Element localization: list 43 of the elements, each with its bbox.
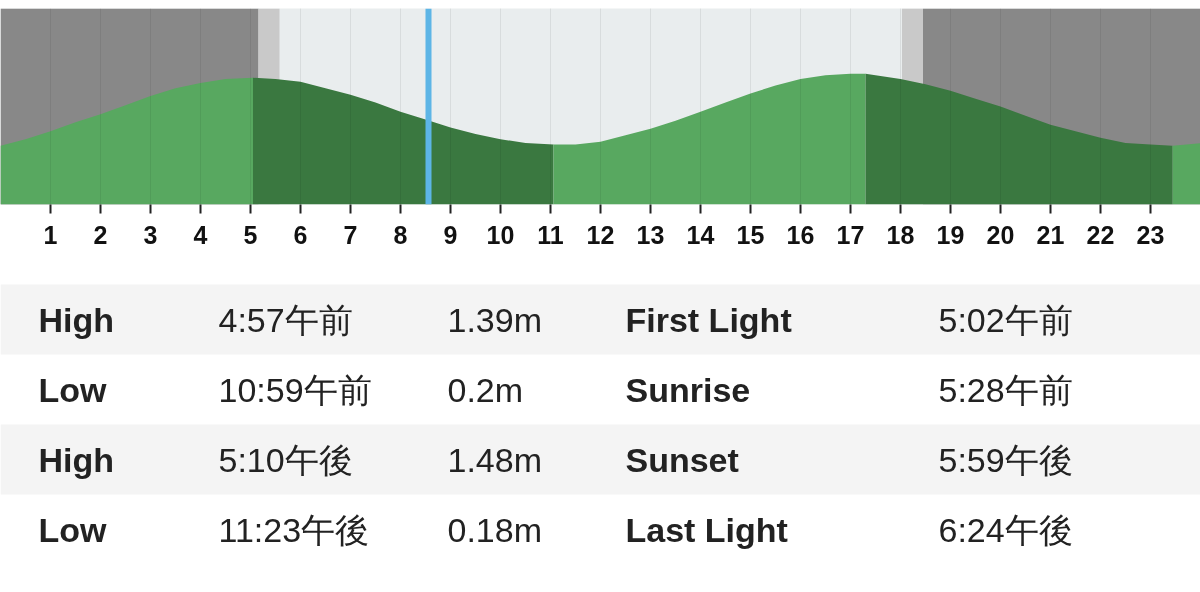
x-tick-label: 12 — [586, 220, 615, 249]
x-tick-label: 16 — [786, 220, 815, 249]
x-tick-label: 1 — [43, 220, 58, 249]
text: 6:24午後 — [938, 510, 1073, 549]
x-tick-label: 19 — [936, 220, 965, 249]
text: 0.2m — [447, 370, 524, 409]
text: 5:10午後 — [218, 440, 353, 479]
x-tick-label: 14 — [686, 220, 715, 249]
x-tick-label: 23 — [1136, 220, 1165, 249]
x-tick-label: 11 — [537, 220, 564, 249]
text: High — [38, 300, 115, 339]
x-tick-label: 15 — [736, 220, 765, 249]
text: 5:28午前 — [938, 370, 1073, 409]
x-tick-label: 2 — [93, 220, 108, 249]
text: 5:02午前 — [938, 300, 1073, 339]
text: First Light — [625, 300, 792, 339]
text: 1.39m — [447, 300, 542, 339]
x-tick-label: 22 — [1086, 220, 1115, 249]
text: 4:57午前 — [218, 300, 353, 339]
x-tick-label: 8 — [393, 220, 408, 249]
text: Sunset — [625, 440, 739, 479]
text: 1.48m — [447, 440, 542, 479]
text: 11:23午後 — [218, 510, 370, 549]
x-tick-label: 7 — [343, 220, 358, 249]
text: High — [38, 440, 115, 479]
x-tick-label: 20 — [986, 220, 1015, 249]
x-tick-label: 18 — [886, 220, 915, 249]
x-tick-label: 21 — [1036, 220, 1065, 249]
text: 5:59午後 — [938, 440, 1073, 479]
x-tick-label: 4 — [193, 220, 208, 249]
text: Low — [38, 510, 108, 549]
x-tick-label: 17 — [836, 220, 865, 249]
text: Low — [38, 370, 108, 409]
x-tick-label: 13 — [636, 220, 665, 249]
text: Last Light — [625, 510, 788, 549]
text: 10:59午前 — [218, 370, 372, 409]
x-tick-label: 5 — [243, 220, 258, 249]
x-tick-label: 10 — [486, 220, 515, 249]
x-tick-label: 9 — [443, 220, 458, 249]
text: Sunrise — [625, 370, 751, 409]
x-tick-label: 3 — [143, 220, 158, 249]
text: 0.18m — [447, 510, 542, 549]
x-tick-label: 6 — [293, 220, 308, 249]
